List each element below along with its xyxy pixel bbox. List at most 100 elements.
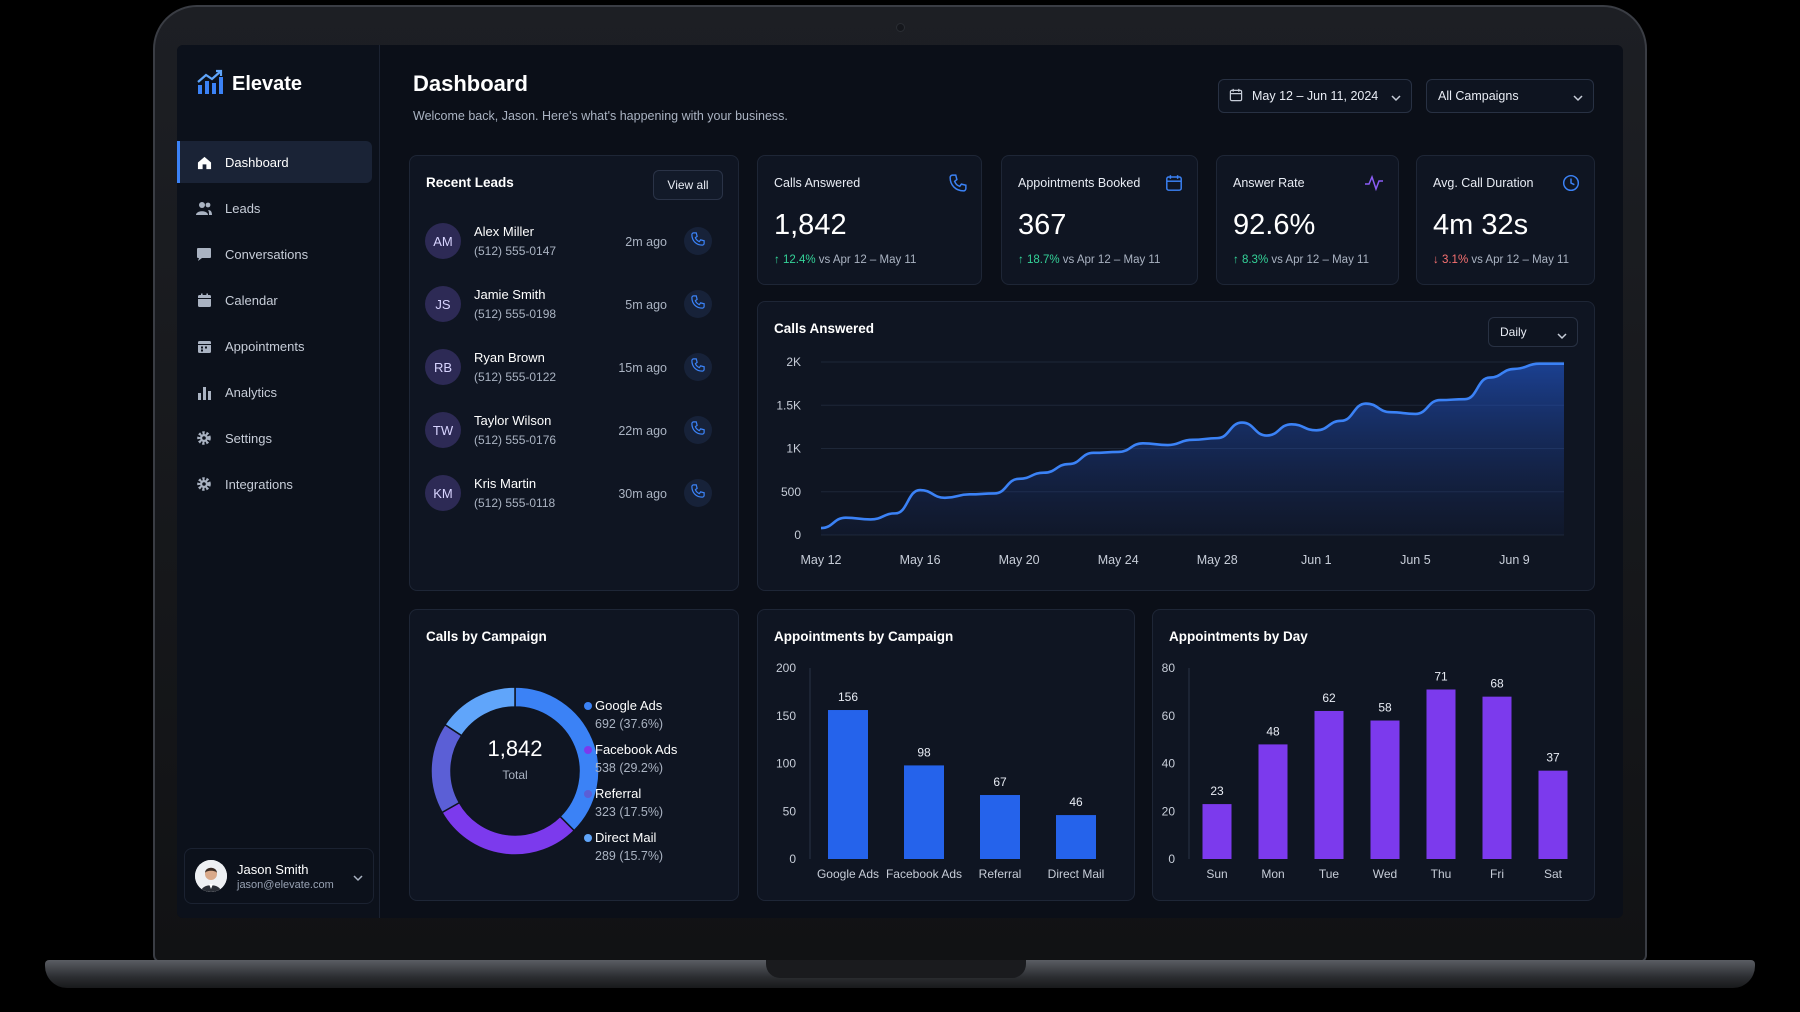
call-button[interactable] bbox=[684, 290, 712, 318]
y-tick-label: 50 bbox=[783, 804, 797, 818]
date-range-picker[interactable]: May 12 – Jun 11, 2024 bbox=[1218, 79, 1412, 113]
lead-time: 22m ago bbox=[618, 424, 667, 438]
calendar-icon bbox=[1165, 174, 1183, 197]
user-menu[interactable]: Jason Smith jason@elevate.com bbox=[184, 848, 374, 904]
bar-value-label: 37 bbox=[1546, 751, 1560, 765]
logo[interactable]: Elevate bbox=[196, 69, 302, 100]
sidebar-item-leads[interactable]: Leads bbox=[177, 187, 372, 229]
granularity-select[interactable]: Daily bbox=[1488, 317, 1578, 347]
sidebar-item-label: Integrations bbox=[225, 476, 293, 492]
bar bbox=[828, 710, 868, 859]
calendar-icon bbox=[196, 292, 212, 308]
sidebar-item-conversations[interactable]: Conversations bbox=[177, 233, 372, 275]
x-tick-label: May 28 bbox=[1197, 553, 1238, 567]
bar-value-label: 71 bbox=[1434, 669, 1448, 683]
x-tick-label: Thu bbox=[1431, 867, 1452, 881]
calls-answered-chart-card: Calls Answered Daily 0 500 1K 1.5K 2K May 12 M… bbox=[757, 301, 1595, 591]
call-button[interactable] bbox=[684, 416, 712, 444]
y-tick-label: 40 bbox=[1162, 757, 1176, 771]
y-tick-label: 0 bbox=[794, 528, 801, 542]
list-item[interactable]: TW Taylor Wilson (512) 555-0176 22m ago bbox=[425, 408, 725, 452]
kpi-card-answer-rate: Answer Rate 92.6% ↑ 8.3% vs Apr 12 – May… bbox=[1216, 155, 1399, 285]
lead-phone: (512) 555-0118 bbox=[474, 496, 556, 510]
gear-icon bbox=[196, 430, 212, 446]
x-tick-label: Facebook Ads bbox=[886, 867, 962, 881]
legend-label: Direct Mail bbox=[595, 830, 657, 845]
x-tick-label: May 20 bbox=[999, 553, 1040, 567]
kpi-value: 92.6% bbox=[1233, 209, 1316, 241]
home-icon bbox=[196, 154, 212, 170]
kpi-label: Avg. Call Duration bbox=[1433, 176, 1534, 190]
x-tick-label: May 16 bbox=[900, 553, 941, 567]
kpi-delta: ↑ 18.7% vs Apr 12 – May 11 bbox=[1018, 254, 1160, 266]
sidebar-item-dashboard[interactable]: Dashboard bbox=[177, 141, 372, 183]
bar bbox=[1482, 696, 1512, 859]
kpi-card-calls-answered: Calls Answered 1,842 ↑ 12.4% vs Apr 12 –… bbox=[757, 155, 982, 285]
sidebar-item-settings[interactable]: Settings bbox=[177, 417, 372, 459]
appointments-by-campaign-card: Appointments by Campaign 0 50 100 150 200 156… bbox=[757, 609, 1135, 901]
legend-swatch bbox=[584, 746, 592, 754]
user-name: Jason Smith bbox=[237, 861, 309, 877]
y-tick-label: 20 bbox=[1162, 804, 1176, 818]
x-tick-label: Tue bbox=[1319, 867, 1340, 881]
phone-icon bbox=[949, 174, 967, 197]
x-tick-label: Jun 9 bbox=[1499, 553, 1530, 567]
lead-time: 15m ago bbox=[618, 361, 667, 375]
legend-swatch bbox=[584, 790, 592, 798]
app-name: Elevate bbox=[232, 73, 303, 95]
calls-answered-area-chart: 0 500 1K 1.5K 2K May 12 May 16 May 20 May 24 May … bbox=[776, 355, 1564, 567]
legend-value: 289 (15.7%) bbox=[595, 849, 664, 863]
legend-label: Google Ads bbox=[595, 698, 663, 713]
kpi-delta-value: 3.1% bbox=[1441, 254, 1469, 266]
lead-phone: (512) 555-0176 bbox=[474, 433, 557, 447]
call-button[interactable] bbox=[684, 353, 712, 381]
view-all-button[interactable]: View all bbox=[653, 170, 723, 200]
x-tick-label: Mon bbox=[1261, 867, 1284, 881]
sidebar-item-appointments[interactable]: Appointments bbox=[177, 325, 372, 367]
x-tick-label: Sun bbox=[1206, 867, 1227, 881]
legend-swatch bbox=[584, 834, 592, 842]
x-tick-label: Direct Mail bbox=[1048, 867, 1105, 881]
lead-phone: (512) 555-0198 bbox=[474, 307, 557, 321]
bar bbox=[1426, 689, 1456, 859]
legend-value: 538 (29.2%) bbox=[595, 761, 664, 775]
call-button[interactable] bbox=[684, 479, 712, 507]
logo-chart-icon bbox=[196, 69, 224, 100]
list-item[interactable]: AM Alex Miller (512) 555-0147 2m ago bbox=[425, 219, 725, 263]
lead-avatar: RB bbox=[425, 349, 461, 385]
bar-value-label: 67 bbox=[993, 775, 1007, 789]
x-tick-label: May 24 bbox=[1098, 553, 1139, 567]
campaign-select[interactable]: All Campaigns bbox=[1426, 79, 1594, 113]
camera bbox=[896, 23, 905, 32]
sidebar-item-analytics[interactable]: Analytics bbox=[177, 371, 372, 413]
call-button[interactable] bbox=[684, 227, 712, 255]
phone-icon bbox=[691, 357, 705, 377]
lead-time: 2m ago bbox=[625, 235, 667, 249]
donut-slice bbox=[443, 686, 516, 737]
calendar-icon bbox=[1229, 88, 1243, 105]
kpi-value: 1,842 bbox=[774, 209, 847, 241]
list-item[interactable]: RB Ryan Brown (512) 555-0122 15m ago bbox=[425, 345, 725, 389]
y-tick-label: 100 bbox=[776, 757, 796, 771]
sidebar-item-integrations[interactable]: Integrations bbox=[177, 463, 372, 505]
y-tick-label: 60 bbox=[1162, 709, 1176, 723]
list-item[interactable]: JS Jamie Smith (512) 555-0198 5m ago bbox=[425, 282, 725, 326]
appointments-by-day-card: Appointments by Day 0 20 40 60 80 23 Sun 48 Mon 6… bbox=[1152, 609, 1595, 901]
bar bbox=[1370, 720, 1400, 859]
calls-by-campaign-card: Calls by Campaign 1,842 Total Google Ads… bbox=[409, 609, 739, 901]
legend-item: Facebook Ads 538 (29.2%) bbox=[584, 742, 677, 775]
sidebar-item-label: Dashboard bbox=[225, 154, 289, 170]
calls-area-fill bbox=[821, 363, 1564, 535]
users-icon bbox=[196, 200, 212, 216]
sidebar-item-calendar[interactable]: Calendar bbox=[177, 279, 372, 321]
calls-series-line bbox=[820, 362, 1564, 530]
chart-title: Appointments by Campaign bbox=[774, 629, 954, 644]
legend-value: 323 (17.5%) bbox=[595, 805, 664, 819]
bar-value-label: 48 bbox=[1266, 724, 1280, 738]
user-email: jason@elevate.com bbox=[237, 878, 334, 891]
kpi-delta: ↑ 12.4% vs Apr 12 – May 11 bbox=[774, 254, 916, 266]
legend-item: Referral 323 (17.5%) bbox=[584, 786, 664, 819]
donut-total-label: Total bbox=[502, 768, 528, 782]
kpi-card-avg-call-duration: Avg. Call Duration 4m 32s ↓ 3.1% vs Apr … bbox=[1416, 155, 1595, 285]
list-item[interactable]: KM Kris Martin (512) 555-0118 30m ago bbox=[425, 471, 725, 515]
